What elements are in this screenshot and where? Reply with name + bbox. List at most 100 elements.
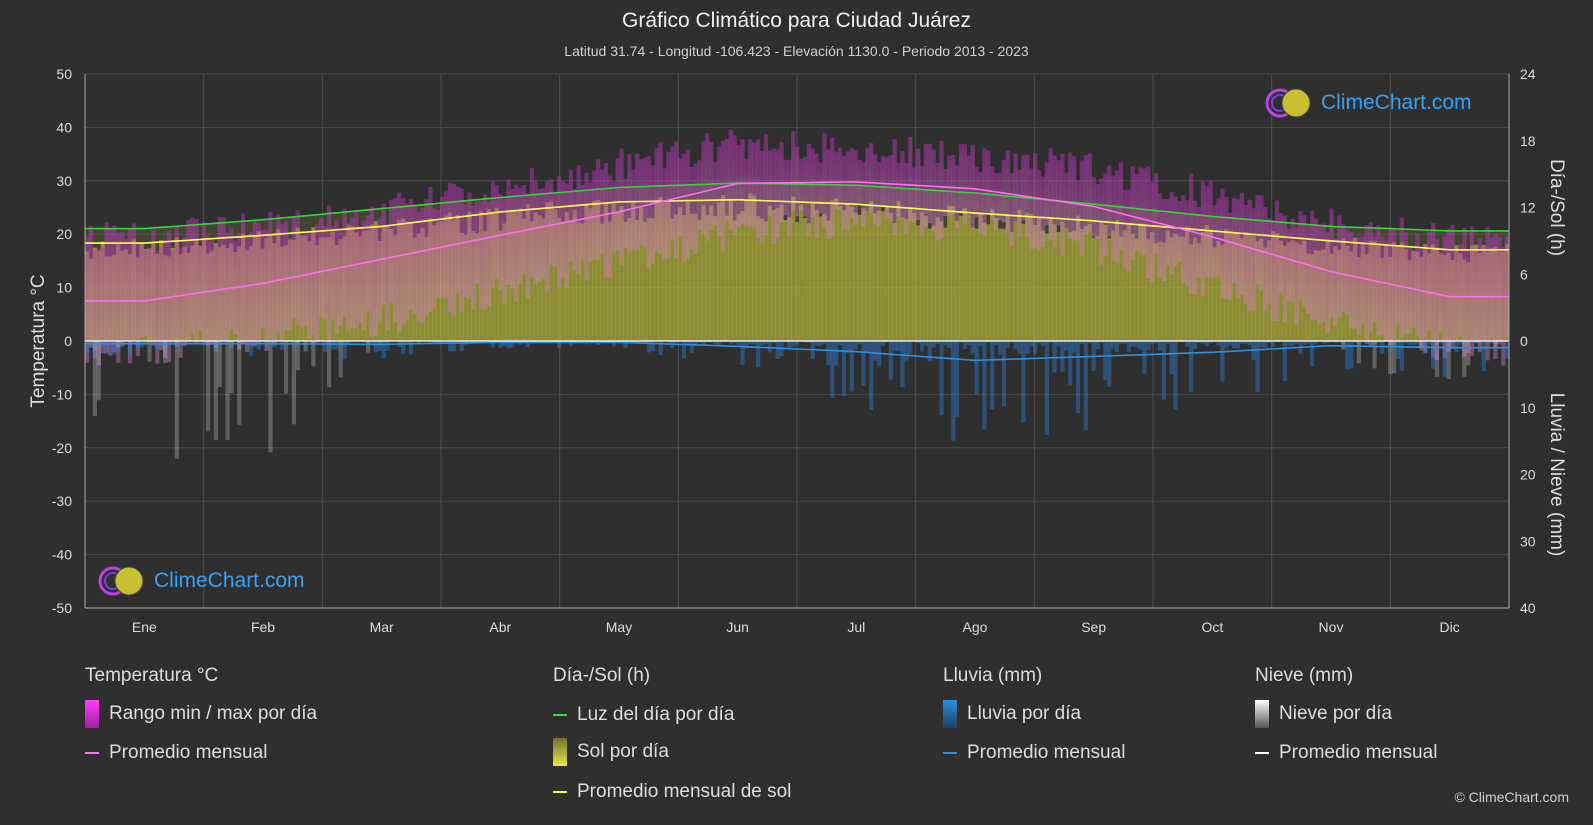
- rain-day-bar: [295, 341, 300, 344]
- rain-day-bar: [213, 341, 218, 352]
- snow-day-bar: [163, 341, 168, 363]
- sunshine-day-bar: [1064, 228, 1069, 341]
- sunshine-day-bar: [572, 209, 577, 341]
- sunshine-day-bar: [1130, 234, 1135, 341]
- snow-day-bar: [1493, 341, 1498, 348]
- temp-range-day-bar: [182, 237, 187, 346]
- rain-day-bar: [1380, 341, 1385, 355]
- sunshine-swatch: [553, 738, 567, 766]
- temp-range-day-bar: [1157, 193, 1163, 278]
- rain-day-bar: [939, 341, 944, 415]
- left-tick-label: 10: [56, 280, 72, 296]
- sunshine-day-bar: [662, 200, 667, 341]
- sunshine-day-bar: [1216, 241, 1221, 341]
- rain-day-bar: [658, 341, 663, 356]
- left-tick-label: 20: [56, 226, 72, 242]
- temp-range-day-bar: [373, 226, 378, 336]
- temp-range-day-bar: [1122, 189, 1127, 268]
- temp-range-day-bar: [389, 199, 394, 303]
- month-tick-label: May: [606, 619, 632, 635]
- sunshine-day-bar: [814, 209, 819, 341]
- rain-day-bar: [1126, 341, 1131, 352]
- temp-range-day-bar: [568, 169, 573, 262]
- rain-day-bar: [888, 341, 893, 380]
- snow-day-bar: [96, 341, 101, 401]
- temp-range-day-bar: [1017, 169, 1022, 238]
- temp-range-day-bar: [244, 236, 250, 352]
- rain-day-bar: [104, 341, 109, 354]
- temp-range-day-bar: [1075, 180, 1081, 241]
- sunshine-day-bar: [588, 208, 593, 341]
- temp-range-day-bar: [1118, 162, 1124, 250]
- temp-range-day-bar: [849, 148, 854, 218]
- daily-bars: [85, 129, 1509, 459]
- sunshine-day-bar: [923, 216, 928, 341]
- rain-day-bar: [311, 341, 316, 344]
- sunshine-day-bar: [1021, 223, 1026, 341]
- rain-day-bar: [861, 341, 866, 386]
- month-tick-label: Mar: [370, 619, 394, 635]
- temp-range-day-bar: [1450, 225, 1455, 349]
- rain-day-bar: [1235, 341, 1241, 349]
- temp-range-day-bar: [287, 238, 293, 331]
- right-bottom-tick-label: 10: [1520, 400, 1536, 416]
- sunshine-day-bar: [638, 207, 644, 341]
- right-bottom-tick-label: 20: [1520, 467, 1536, 483]
- sunshine-day-bar: [553, 209, 558, 341]
- sunshine-day-bar: [1017, 209, 1022, 341]
- rain-day-bar: [1130, 341, 1135, 347]
- temp-range-day-bar: [1446, 228, 1451, 352]
- rain-day-bar: [92, 341, 98, 359]
- snow-day-bar: [365, 341, 371, 353]
- month-tick-label: Oct: [1201, 619, 1223, 635]
- rain-day-bar: [510, 341, 515, 348]
- rain-day-bar: [966, 341, 971, 346]
- temp-range-day-bar: [120, 231, 125, 347]
- daylight-swatch: [553, 714, 567, 716]
- sunshine-day-bar: [560, 221, 566, 341]
- sunshine-day-bar: [873, 213, 878, 341]
- rain-day-bar: [974, 341, 979, 395]
- temp-range-day-bar: [670, 146, 675, 241]
- logo-icon: [98, 566, 144, 596]
- sunshine-day-bar: [693, 213, 698, 341]
- snow-day-bar: [1388, 341, 1393, 375]
- temp-range-day-bar: [1126, 189, 1131, 271]
- temp-range-day-bar: [1306, 226, 1311, 314]
- sunshine-day-bar: [759, 218, 765, 341]
- rain-day-bar: [806, 341, 811, 343]
- temp-range-day-bar: [1153, 173, 1159, 253]
- temp-range-day-bar: [198, 245, 203, 331]
- sunshine-day-bar: [845, 204, 850, 341]
- temp-range-day-bar: [1033, 153, 1038, 248]
- temp-range-day-bar: [826, 149, 831, 239]
- temp-range-day-bar: [560, 181, 566, 278]
- temp-range-day-bar: [166, 230, 172, 363]
- rain-day-bar: [1462, 341, 1467, 347]
- temp-range-day-bar: [596, 159, 601, 261]
- right-top-tick-label: 24: [1520, 66, 1536, 82]
- rain-day-bar: [1157, 341, 1163, 351]
- sunshine-day-bar: [475, 233, 480, 341]
- right-top-tick-label: 12: [1520, 200, 1536, 216]
- copyright: © ClimeChart.com: [1454, 789, 1569, 805]
- rain-day-bar: [163, 341, 168, 354]
- sunshine-day-bar: [990, 209, 995, 341]
- left-tick-label: 50: [56, 66, 72, 82]
- rain-day-bar: [970, 341, 975, 354]
- rain-day-bar: [131, 341, 137, 343]
- sunshine-day-bar: [623, 221, 628, 341]
- temp-range-day-bar: [939, 140, 944, 239]
- rain-day-bar: [713, 341, 718, 344]
- sunshine-day-bar: [568, 221, 573, 341]
- temp-range-day-bar: [705, 133, 710, 241]
- rain-day-bar: [1228, 341, 1233, 346]
- snow-day-bar: [1434, 341, 1440, 377]
- sunshine-day-bar: [580, 223, 585, 341]
- temp-range-day-bar: [666, 151, 671, 259]
- sunshine-day-bar: [943, 227, 948, 341]
- snow-day-bar: [1372, 341, 1377, 369]
- snow-day-bar: [1356, 341, 1362, 364]
- rain-day-bar: [1036, 341, 1042, 344]
- rain-day-bar: [1489, 341, 1494, 344]
